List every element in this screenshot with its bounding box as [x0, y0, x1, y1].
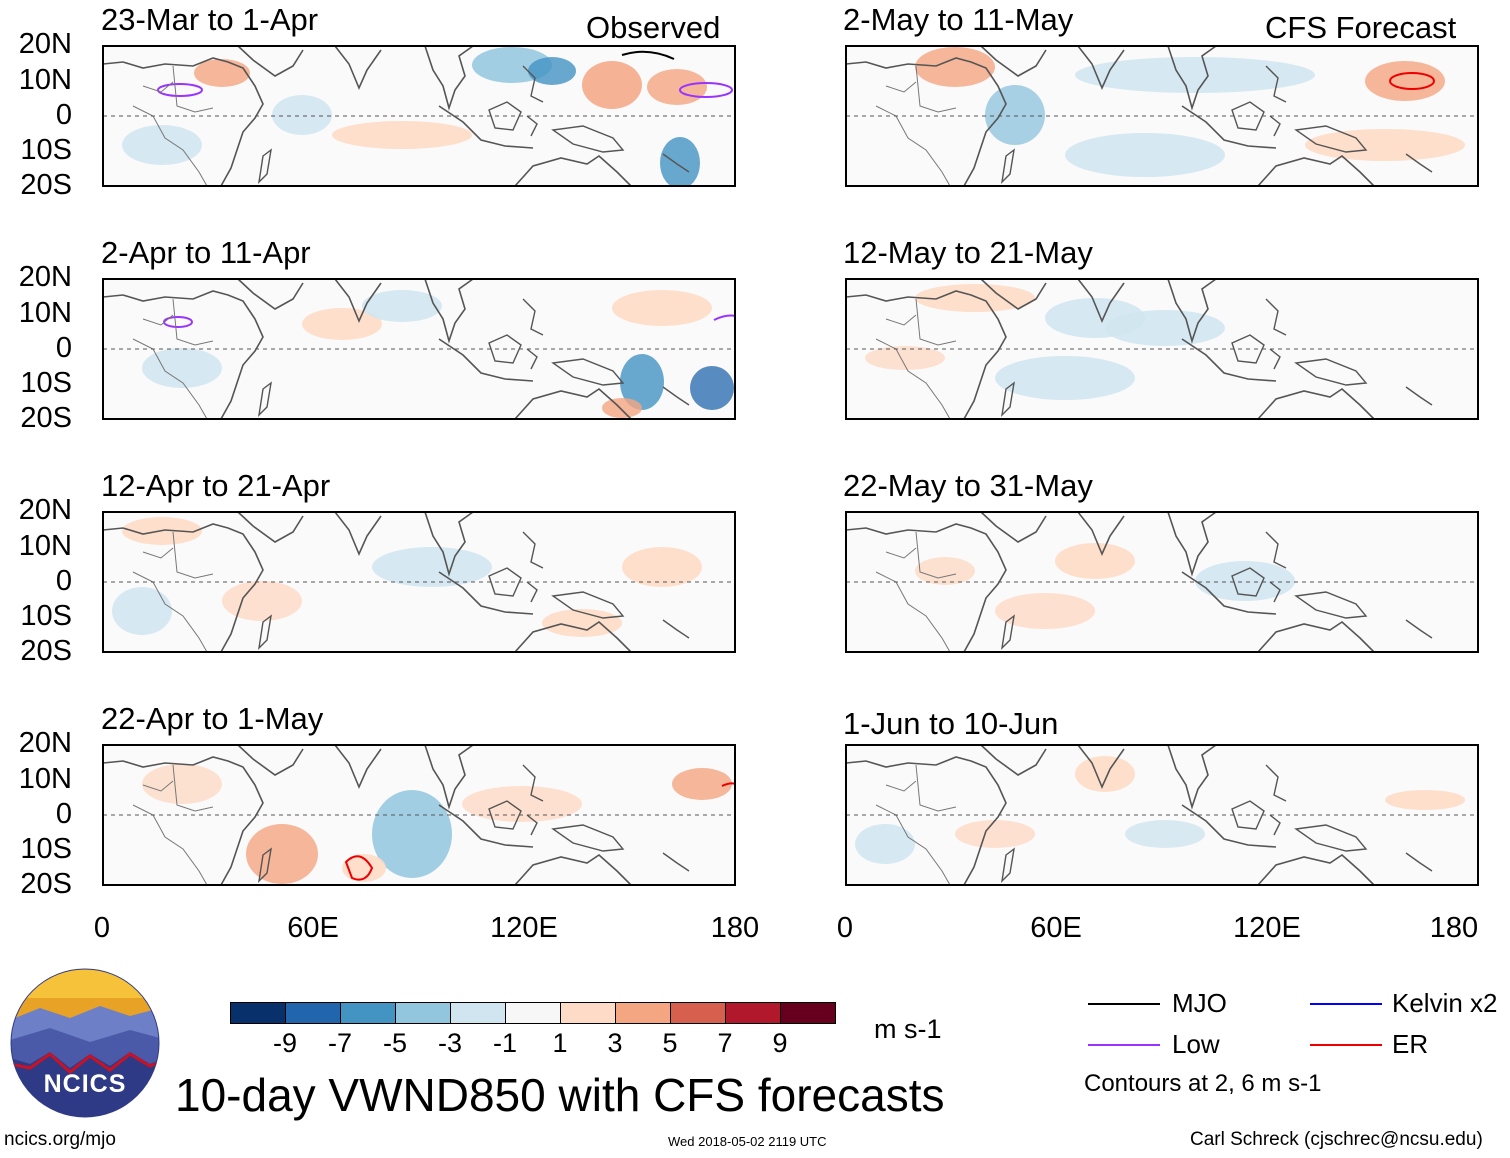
- legend-swatch-kelvin: [1310, 1003, 1382, 1005]
- lon-label: 120E: [1233, 912, 1301, 944]
- lat-label: 10N: [18, 763, 72, 795]
- colorbar-segment: [230, 1002, 286, 1024]
- ncics-logo: NCICS: [10, 968, 160, 1118]
- panel-title-obs-4: 22-Apr to 1-May: [101, 701, 324, 736]
- lat-label: 10S: [20, 134, 72, 166]
- colorbar-tick-label: 3: [607, 1028, 623, 1058]
- colorbar-segment: [285, 1002, 341, 1024]
- colorbar-segment: [560, 1002, 616, 1024]
- panel-title-fc-2: 12-May to 21-May: [843, 235, 1093, 270]
- lon-label: 120E: [490, 912, 558, 944]
- map-panel-obs-1: [102, 45, 736, 187]
- panel-title-fc-1: 2-May to 11-May: [843, 2, 1074, 37]
- lon-label: 0: [836, 912, 854, 944]
- lat-label: 20S: [20, 868, 72, 900]
- lat-label: 10S: [20, 600, 72, 632]
- legend-label-kelvin: Kelvin x2: [1392, 988, 1498, 1018]
- lat-label: 0: [55, 565, 72, 597]
- lat-label: 20N: [18, 494, 72, 526]
- panel-title-obs-1: 23-Mar to 1-Apr: [101, 2, 319, 37]
- colorbar-segment: [395, 1002, 451, 1024]
- legend-swatch-low: [1088, 1044, 1160, 1046]
- lat-label: 10S: [20, 367, 72, 399]
- main-title: 10-day VWND850 with CFS forecasts: [175, 1069, 945, 1121]
- lat-label: 20N: [18, 261, 72, 293]
- colorbar-units: m s-1: [874, 1014, 942, 1044]
- legend-label-mjo: MJO: [1172, 988, 1227, 1018]
- panel-title-fc-3: 22-May to 31-May: [843, 468, 1093, 503]
- legend-swatch-er: [1310, 1044, 1382, 1046]
- colorbar-segment: [450, 1002, 506, 1024]
- colorbar-tick-label: 5: [662, 1028, 678, 1058]
- colorbar-tick-label: -3: [437, 1028, 462, 1058]
- lat-label: 20N: [18, 28, 72, 60]
- lat-label: 10N: [18, 530, 72, 562]
- lon-label: 60E: [1030, 912, 1082, 944]
- colorbar-tick-label: -1: [492, 1028, 517, 1058]
- lon-label: 60E: [287, 912, 339, 944]
- forecast-label: CFS Forecast: [1265, 10, 1457, 45]
- lat-label: 0: [55, 332, 72, 364]
- lat-label: 20S: [20, 169, 72, 201]
- legend-contours-note: Contours at 2, 6 m s-1: [1084, 1070, 1322, 1097]
- map-panel-obs-2: [102, 278, 736, 420]
- lat-label: 20N: [18, 727, 72, 759]
- legend-label-er: ER: [1392, 1029, 1429, 1059]
- colorbar-tick-label: -7: [327, 1028, 352, 1058]
- colorbar-tick-label: 1: [552, 1028, 568, 1058]
- author-credit: Carl Schreck (cjschrec@ncsu.edu): [1190, 1129, 1483, 1150]
- lon-label: 180: [1429, 912, 1479, 944]
- colorbar-segment: [725, 1002, 781, 1024]
- lat-label: 0: [55, 798, 72, 830]
- lat-label: 10S: [20, 833, 72, 865]
- map-panel-obs-4: [102, 744, 736, 886]
- logo-text: NCICS: [43, 1070, 127, 1098]
- colorbar-segment: [670, 1002, 726, 1024]
- lon-label: 0: [93, 912, 111, 944]
- panel-title-obs-2: 2-Apr to 11-Apr: [101, 235, 311, 270]
- colorbar-segment: [615, 1002, 671, 1024]
- colorbar-tick-label: 9: [772, 1028, 788, 1058]
- lat-label: 20S: [20, 635, 72, 667]
- colorbar-tick-label: -5: [382, 1028, 407, 1058]
- colorbar-tick-label: 7: [717, 1028, 733, 1058]
- colorbar-tick-label: -9: [272, 1028, 297, 1058]
- colorbar-segment: [780, 1002, 836, 1024]
- observed-label: Observed: [586, 10, 721, 45]
- panel-title-obs-3: 12-Apr to 21-Apr: [101, 468, 331, 503]
- colorbar-segment: [340, 1002, 396, 1024]
- map-panel-obs-3: [102, 511, 736, 653]
- timestamp: Wed 2018-05-02 2119 UTC: [668, 1134, 827, 1149]
- panel-title-fc-4: 1-Jun to 10-Jun: [843, 706, 1059, 741]
- map-panel-fc-3: [845, 511, 1479, 653]
- map-panel-fc-2: [845, 278, 1479, 420]
- source-url[interactable]: ncics.org/mjo: [4, 1129, 116, 1150]
- map-panel-fc-4: [845, 744, 1479, 886]
- lon-label: 180: [710, 912, 760, 944]
- lat-label: 10N: [18, 297, 72, 329]
- lat-label: 20S: [20, 402, 72, 434]
- colorbar-segment: [505, 1002, 561, 1024]
- lat-label: 0: [55, 99, 72, 131]
- legend-label-low: Low: [1172, 1029, 1220, 1059]
- map-panel-fc-1: [845, 45, 1479, 187]
- legend-swatch-mjo: [1088, 1003, 1160, 1005]
- lat-label: 10N: [18, 64, 72, 96]
